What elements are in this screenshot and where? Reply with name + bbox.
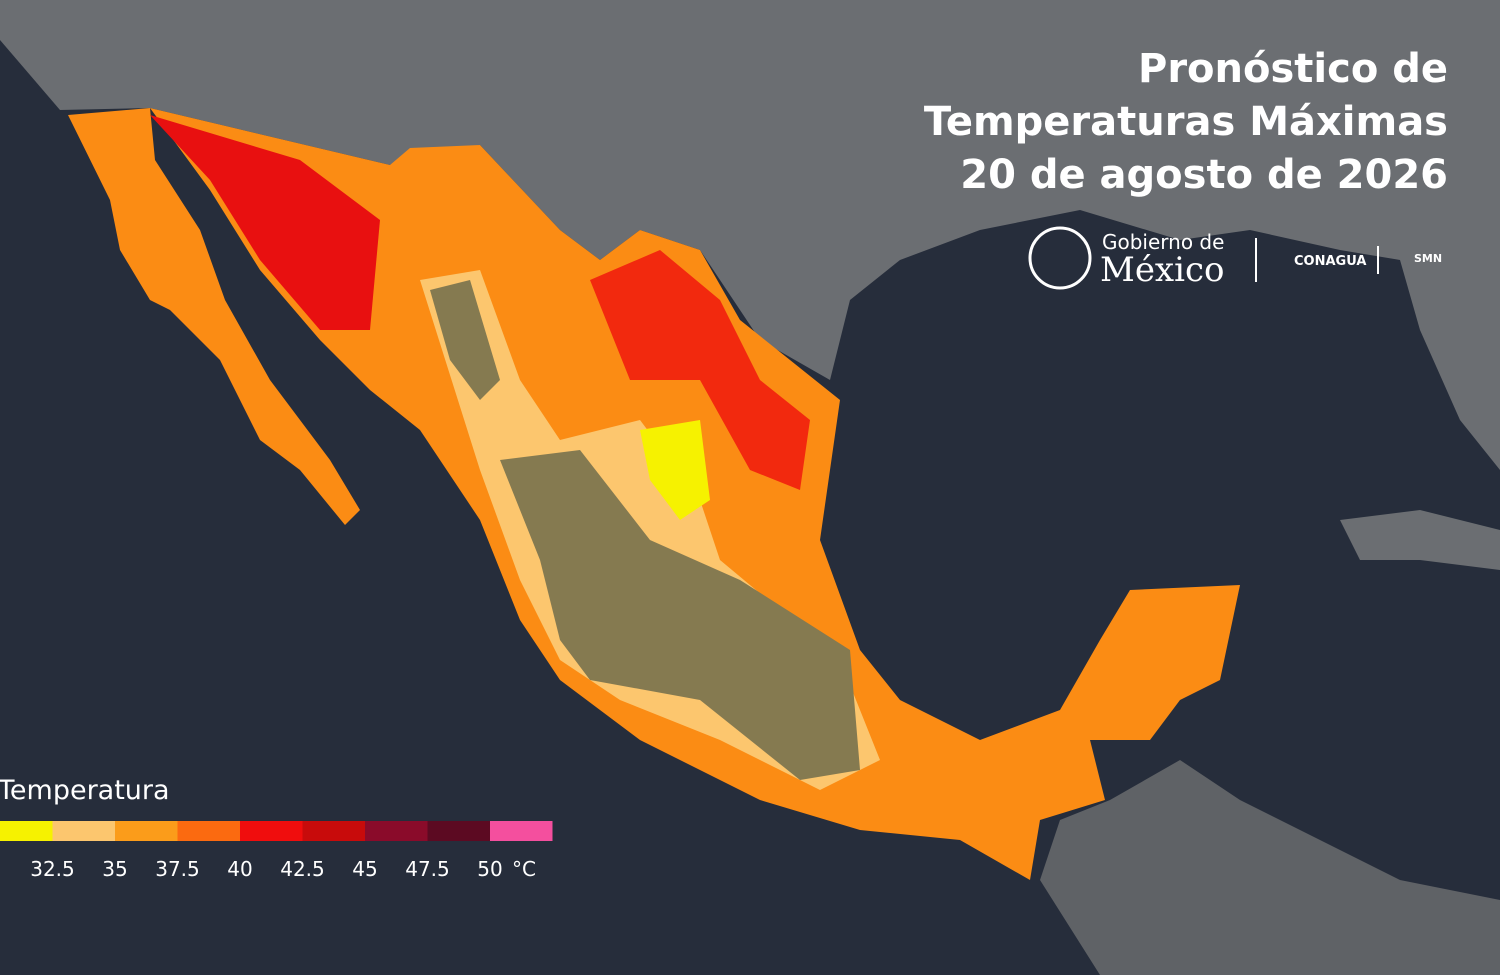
logo-text: CONAGUA [1294,254,1366,269]
hot-zone [590,250,810,490]
legend-swatch [0,821,53,841]
legend-swatch [365,821,428,841]
legend: 32.5 35 37.5 40 42.5 45 47.5 50 °C [0,821,553,881]
legend-title: Temperatura [0,775,170,806]
logo-text: Gobierno de [1102,230,1224,254]
legend-swatch [177,821,240,841]
legend-swatch [302,821,365,841]
land-north [0,0,1500,470]
title-line: 20 de agosto de 2026 [960,152,1448,198]
legend-label: 42.5 [280,857,325,881]
legend-swatch [240,821,303,841]
cool-zone [430,280,500,400]
legend-label: 35 [102,857,127,881]
legend-label: 45 [352,857,377,881]
legend-swatch [52,821,115,841]
legend-swatch [490,821,553,841]
legend-label: 47.5 [405,857,450,881]
central-america [1040,760,1500,975]
hot-zone [150,115,380,330]
legend-unit: °C [512,857,536,881]
legend-label: 50 [477,857,502,881]
logo-text: México [1100,250,1225,290]
legend-label: 40 [227,857,252,881]
seal [1028,226,1092,290]
title-line: Pronóstico de [1138,46,1448,92]
cuba [1340,510,1500,570]
baja-california [68,108,360,525]
legend-swatch [115,821,178,841]
logo-text: SMN [1414,252,1442,265]
legend-swatch [427,821,490,841]
title-line: Temperaturas Máximas [924,99,1448,145]
warm-zone [640,420,710,520]
legend-label: 32.5 [30,857,75,881]
legend-label: 37.5 [155,857,200,881]
cool-zone [500,450,860,780]
